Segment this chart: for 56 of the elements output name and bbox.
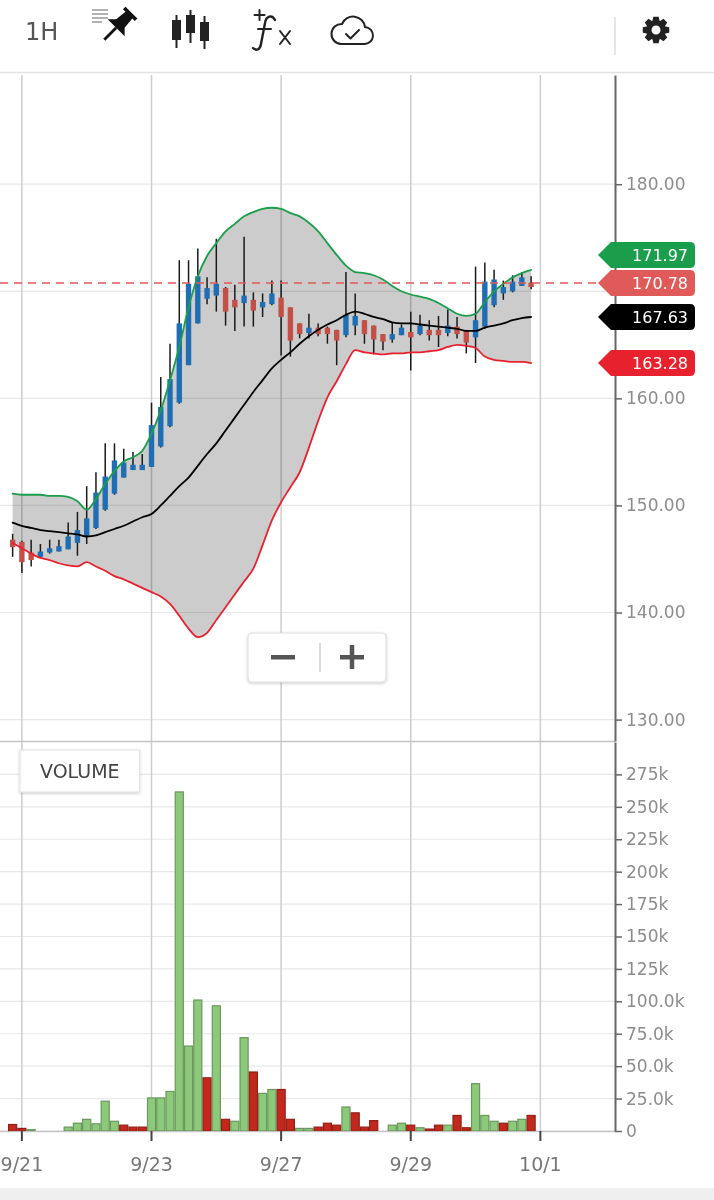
candlestick: [121, 447, 127, 479]
ref-line-label: 170.78: [632, 273, 688, 293]
candlestick: [306, 313, 312, 340]
y-tick-label: 25.0k: [626, 1088, 674, 1109]
candlestick: [84, 485, 90, 545]
y-tick-label: 275k: [626, 764, 669, 785]
candlestick: [334, 329, 340, 366]
y-tick-label: 150.00: [626, 495, 686, 516]
text: 1H: [25, 18, 59, 46]
y-tick-label: 0: [626, 1120, 637, 1141]
candlestick: [417, 314, 423, 336]
y-tick-label: 140.00: [626, 602, 686, 623]
candlestick: [278, 279, 284, 357]
y-tick-label: 100.0k: [626, 991, 685, 1012]
bar: [415, 1127, 425, 1132]
y-tick-label: 175k: [626, 894, 669, 915]
y-tick-label: 125k: [626, 958, 669, 979]
bar: [202, 1077, 212, 1132]
x-tick-label: 10/1: [519, 1153, 562, 1176]
y-tick-label: 130.00: [626, 709, 686, 730]
y-tick-label: 180.00: [626, 174, 686, 195]
candlestick: [19, 540, 25, 574]
candlestick: [222, 286, 229, 327]
y-tick-label: 150k: [626, 926, 669, 947]
y-tick-label: 225k: [626, 829, 669, 850]
line-series: [11, 343, 533, 639]
bar: [341, 1106, 351, 1132]
candlestick: [361, 319, 368, 345]
candlestick: [528, 275, 534, 290]
x-tick-label: 9/29: [389, 1153, 433, 1176]
bar: [248, 1071, 258, 1132]
y-tick-label: 200k: [626, 861, 669, 882]
text: 171.97: [632, 245, 688, 265]
candlestick: [232, 284, 238, 332]
x-tick-label: 9/27: [259, 1153, 303, 1176]
y-tick-label: 75.0k: [626, 1023, 674, 1044]
candlestick: [204, 276, 210, 305]
text: 163.28: [632, 353, 688, 373]
text: 167.63: [632, 307, 688, 327]
candlestick: [343, 271, 349, 339]
bar: [220, 1118, 231, 1132]
candlestick: [241, 235, 247, 328]
bar: [211, 1005, 221, 1132]
x-tick-label: 9/21: [0, 1153, 44, 1176]
candlestick: [65, 521, 71, 551]
line-series: [11, 206, 533, 511]
candlestick: [269, 279, 275, 306]
y-tick-label: 250k: [626, 796, 669, 817]
y-tick-label: 50.0k: [626, 1056, 674, 1077]
text: VOLUME: [40, 759, 120, 782]
x-tick-label: 9/23: [130, 1153, 173, 1176]
bar: [526, 1114, 536, 1132]
candlestick: [352, 292, 358, 336]
candlestick: [213, 238, 219, 313]
y-tick-label: 160.00: [626, 388, 686, 409]
candlestick: [250, 291, 257, 328]
